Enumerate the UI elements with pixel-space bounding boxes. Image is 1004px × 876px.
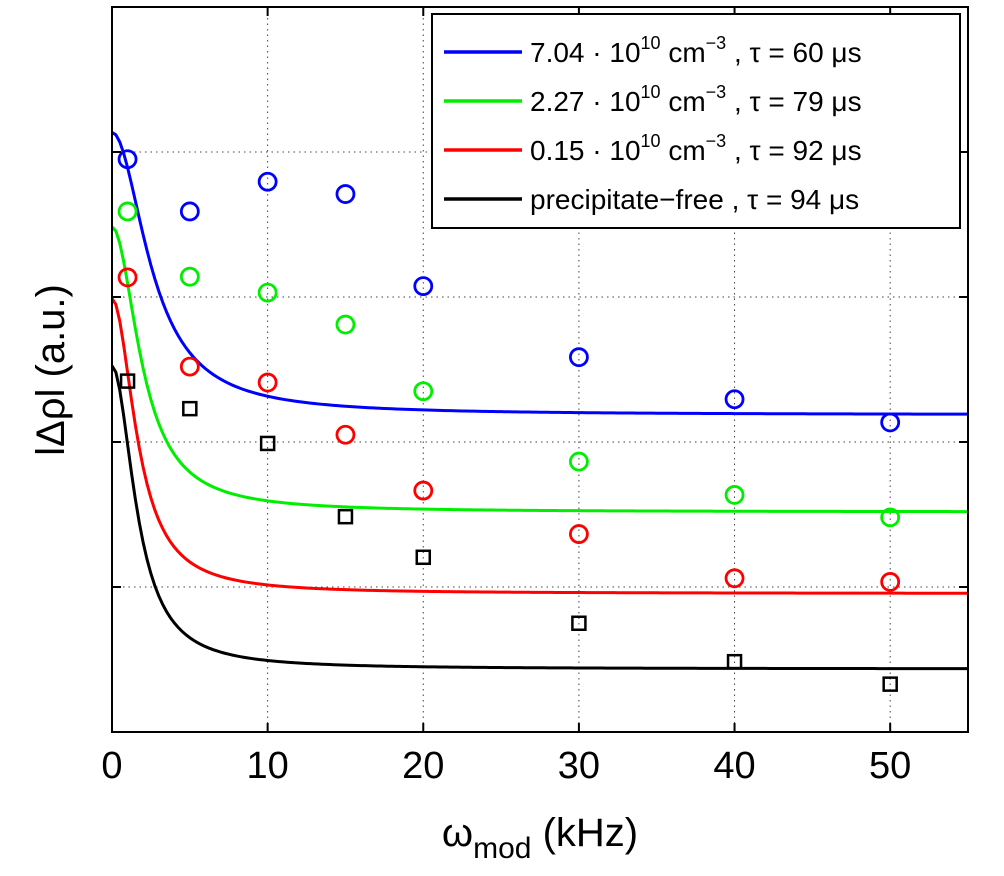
fit-curve-series-0 [111, 131, 969, 416]
legend-box [431, 13, 961, 229]
marker-series-1-point-1 [179, 266, 200, 287]
legend: 7.04 · 1010 cm−3 , τ = 60 μs 2.27 · 1010 … [431, 13, 961, 229]
marker-series-2-point-7 [880, 572, 901, 592]
plot-frame [111, 6, 969, 733]
marker-series-2-point-1 [179, 356, 200, 377]
marker-series-1-point-0 [117, 201, 138, 222]
x-tick-label-30: 30 [558, 745, 600, 787]
legend-entry-3: precipitate−free , τ = 94 μs [530, 184, 859, 215]
marker-series-2-point-0 [117, 267, 138, 288]
axis-ticks: 0 10 20 30 40 50 [101, 6, 968, 787]
x-axis-label-main: ω [442, 811, 473, 855]
marker-series-3-point-2 [259, 435, 276, 452]
marker-series-1-point-2 [257, 282, 278, 303]
marker-series-3-point-3 [337, 508, 354, 525]
marker-series-0-point-2 [257, 171, 278, 192]
x-axis-label-sub: mod [473, 832, 531, 865]
marker-series-2-point-5 [569, 524, 589, 544]
marker-series-0-point-5 [569, 347, 589, 368]
marker-series-2-point-4 [413, 480, 434, 501]
fit-curve-series-1 [110, 225, 968, 514]
marker-series-2-point-6 [724, 568, 745, 589]
marker-series-3-point-6 [726, 653, 743, 670]
fit-curve-series-3 [110, 365, 968, 671]
marker-series-2-point-3 [335, 424, 356, 445]
marker-series-2-point-2 [257, 372, 278, 393]
x-tick-label-20: 20 [402, 745, 444, 787]
marker-series-1-point-3 [335, 314, 356, 335]
x-tick-label-50: 50 [869, 745, 911, 787]
y-axis-label: lΔρl (a.u.) [29, 284, 73, 456]
x-tick-label-10: 10 [246, 745, 288, 787]
legend-entry-1: 2.27 · 1010 cm−3 , τ = 79 μs [530, 82, 862, 117]
marker-series-0-point-0 [117, 149, 138, 170]
x-tick-label-0: 0 [101, 745, 122, 787]
x-axis-label: ωmod (kHz) [442, 811, 638, 865]
marker-series-1-point-5 [569, 451, 589, 472]
x-tick-label-40: 40 [713, 745, 755, 787]
marker-series-1-point-6 [724, 485, 745, 505]
fit-curve-series-2 [110, 297, 968, 595]
marker-series-0-point-7 [880, 412, 901, 433]
marker-series-3-point-4 [415, 549, 432, 566]
x-axis-label-rest: (kHz) [531, 811, 638, 855]
marker-series-0-point-1 [179, 201, 200, 222]
data-markers [117, 149, 901, 692]
marker-series-3-point-1 [182, 400, 198, 417]
marker-series-1-point-4 [413, 381, 434, 402]
marker-series-0-point-6 [724, 389, 745, 410]
marker-series-3-point-5 [571, 615, 587, 631]
legend-entry-0: 7.04 · 1010 cm−3 , τ = 60 μs [530, 33, 862, 68]
marker-series-0-point-4 [413, 276, 434, 297]
fit-curves [110, 131, 969, 671]
marker-series-1-point-7 [880, 507, 901, 528]
marker-series-3-point-0 [119, 373, 136, 389]
marker-series-3-point-7 [882, 676, 898, 692]
legend-entry-2: 0.15 · 1010 cm−3 , τ = 92 μs [530, 131, 862, 166]
marker-series-0-point-3 [335, 184, 356, 204]
